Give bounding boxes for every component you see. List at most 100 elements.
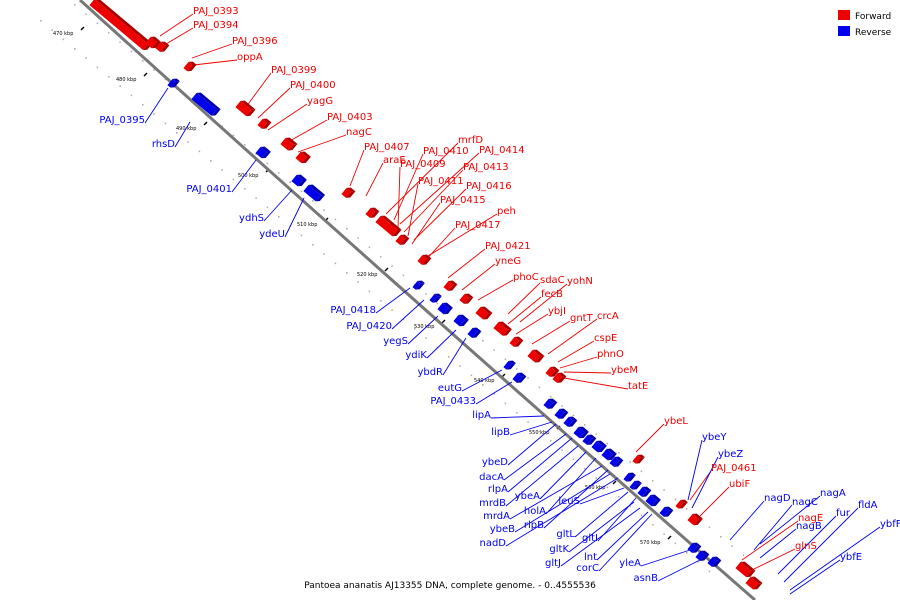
gene-label[interactable]: PAJ_0420: [346, 321, 392, 332]
gene-label[interactable]: lipB: [491, 427, 510, 438]
gene-label[interactable]: gltL: [556, 529, 575, 540]
guide-dot: [663, 489, 665, 491]
reverse-gene: [609, 456, 624, 467]
gene-label[interactable]: ybeM: [611, 365, 638, 376]
gene-label[interactable]: gltJ: [545, 558, 561, 569]
gene-label[interactable]: ubiF: [729, 479, 750, 490]
gene-label[interactable]: fur: [836, 508, 851, 519]
gene-label[interactable]: nagA: [820, 488, 846, 499]
gene-label[interactable]: PAJ_0421: [485, 241, 531, 252]
leader-line: [507, 296, 542, 325]
gene-label[interactable]: ybeZ: [718, 449, 743, 460]
gene-label[interactable]: nagC: [792, 497, 818, 508]
gene-label[interactable]: araE: [383, 155, 406, 166]
guide-dot: [232, 134, 235, 137]
gene-label[interactable]: yagG: [307, 96, 333, 107]
gene-label[interactable]: ybeA: [515, 491, 540, 502]
gene-label[interactable]: mrdA: [483, 511, 510, 522]
leader-line: [231, 159, 257, 193]
gene-label[interactable]: gltK: [549, 544, 569, 555]
gene-label[interactable]: rlpB: [524, 520, 544, 531]
guide-dot: [357, 237, 359, 239]
gene-label[interactable]: PAJ_0415: [440, 195, 486, 206]
gene-label[interactable]: crcA: [597, 311, 619, 322]
gene-label[interactable]: lnt: [584, 552, 597, 563]
gene-label[interactable]: rhsD: [152, 139, 175, 150]
gene-label[interactable]: PAJ_0410: [423, 146, 469, 157]
gene-label[interactable]: corC: [576, 563, 599, 574]
gene-label[interactable]: gntT: [570, 313, 594, 324]
gene-label[interactable]: PAJ_0394: [193, 20, 239, 31]
gene-label[interactable]: glnS: [795, 541, 817, 552]
guide-dot: [640, 514, 643, 517]
gene-label[interactable]: PAJ_0407: [364, 142, 410, 153]
gene-label[interactable]: ydeU: [259, 229, 285, 240]
gene-label[interactable]: mrdB: [479, 498, 506, 509]
guide-dot: [164, 78, 167, 81]
gene-label[interactable]: PAJ_0418: [330, 305, 376, 316]
gene-label[interactable]: PAJ_0393: [193, 6, 239, 17]
gene-label[interactable]: lipA: [472, 410, 491, 421]
gene-label[interactable]: ybeB: [490, 524, 515, 535]
gene-label[interactable]: cspE: [594, 333, 617, 344]
gene-label[interactable]: ydiK: [405, 350, 427, 361]
guide-dot: [618, 496, 620, 498]
gene-label[interactable]: PAJ_0416: [466, 181, 512, 192]
gene-label[interactable]: PAJ_0461: [711, 463, 757, 474]
gene-label[interactable]: phnO: [597, 349, 624, 360]
gene-label[interactable]: yneG: [495, 256, 521, 267]
gene-label[interactable]: ybeL: [664, 416, 688, 427]
gene-label[interactable]: yohN: [567, 276, 593, 287]
gene-label[interactable]: ybfF: [880, 519, 900, 530]
gene-label[interactable]: PAJ_0411: [418, 176, 464, 187]
gene-label[interactable]: oppA: [237, 52, 263, 63]
gene-label[interactable]: fldA: [858, 500, 878, 511]
guide-dot: [130, 50, 133, 53]
gene-label[interactable]: ybeY: [702, 432, 727, 443]
gene-label[interactable]: nagD: [764, 493, 791, 504]
gene-label[interactable]: PAJ_0413: [463, 162, 509, 173]
gene-label[interactable]: PAJ_0395: [99, 115, 145, 126]
gene-label[interactable]: PAJ_0414: [479, 145, 525, 156]
gene-label[interactable]: PAJ_0409: [400, 159, 446, 170]
gene-label[interactable]: dacA: [479, 472, 504, 483]
gene-label[interactable]: ybfE: [840, 552, 862, 563]
gene-label[interactable]: nagC: [346, 127, 372, 138]
gene-label[interactable]: phoC: [513, 272, 539, 283]
gene-label[interactable]: nagE: [798, 513, 823, 524]
gene-label[interactable]: PAJ_0403: [327, 112, 373, 123]
forward-gene: [552, 372, 567, 383]
gene-label[interactable]: ybdR: [417, 367, 443, 378]
gene-label[interactable]: PAJ_0396: [232, 36, 278, 47]
guide-dot: [402, 318, 405, 321]
gene-label[interactable]: PAJ_0417: [455, 220, 501, 231]
gene-label[interactable]: PAJ_0400: [290, 80, 336, 91]
gene-label[interactable]: PAJ_0399: [271, 65, 317, 76]
gene-label[interactable]: gltI: [582, 533, 598, 544]
gene-label[interactable]: fecB: [541, 289, 563, 300]
guide-dot: [221, 125, 223, 127]
gene-label[interactable]: tatE: [628, 381, 648, 392]
gene-label[interactable]: asnB: [633, 573, 658, 584]
gene-label[interactable]: PAJ_0401: [186, 184, 232, 195]
gene-label[interactable]: rlpA: [488, 484, 508, 495]
gene-label[interactable]: yegS: [383, 336, 408, 347]
guide-dot: [720, 536, 722, 538]
gene-label[interactable]: ydhS: [239, 213, 264, 224]
gene-label[interactable]: PAJ_0433: [430, 396, 476, 407]
gene-label[interactable]: nagB: [796, 521, 822, 532]
gene-label[interactable]: nadD: [479, 538, 506, 549]
gene-label[interactable]: holA: [524, 506, 546, 517]
gene-label[interactable]: ybeD: [482, 457, 508, 468]
gene-label[interactable]: ybjI: [548, 306, 566, 317]
leader-line: [490, 415, 545, 419]
gene-label[interactable]: yleA: [619, 558, 641, 569]
gene-label[interactable]: peh: [497, 206, 516, 217]
gene-label[interactable]: sdaC: [540, 275, 565, 286]
guide-dot: [334, 262, 337, 265]
leader-line: [403, 169, 464, 233]
gene-label[interactable]: eutG: [438, 383, 462, 394]
gene-label[interactable]: leuS: [558, 496, 580, 507]
gene-label[interactable]: mrfD: [458, 135, 483, 146]
reverse-gene: [645, 494, 661, 507]
